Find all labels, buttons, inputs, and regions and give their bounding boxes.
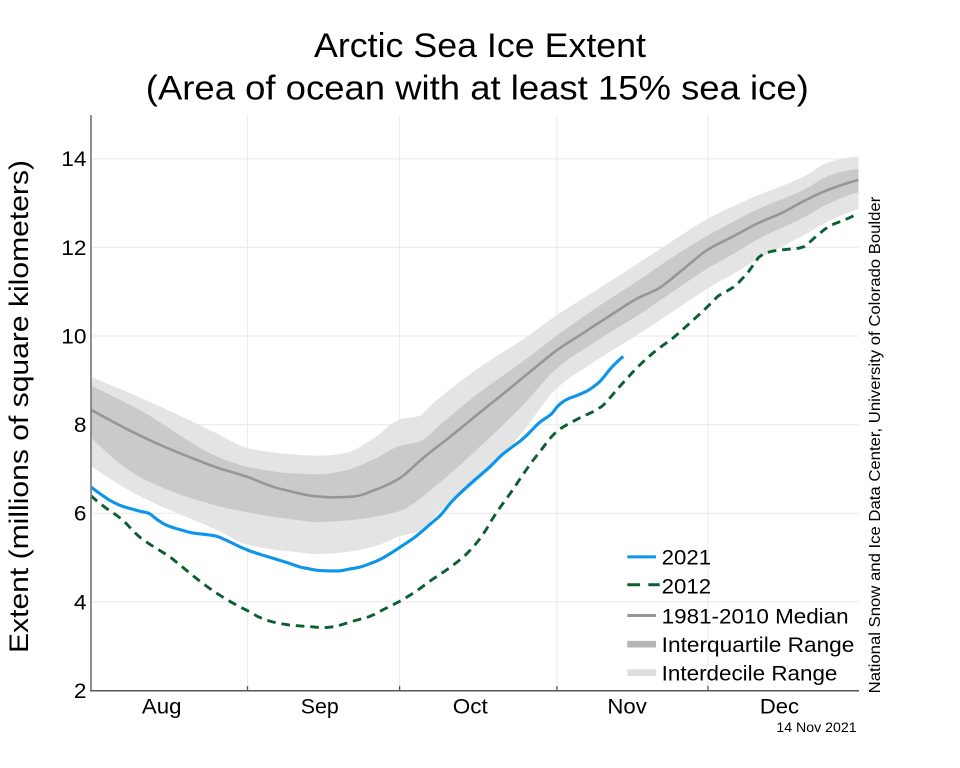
svg-text:Aug: Aug <box>142 695 182 718</box>
svg-text:Dec: Dec <box>760 695 799 718</box>
svg-text:Interdecile Range: Interdecile Range <box>662 662 838 685</box>
svg-text:(Area of ocean with at least 1: (Area of ocean with at least 15% sea ice… <box>146 69 809 107</box>
svg-text:2: 2 <box>74 680 87 703</box>
svg-text:14 Nov 2021: 14 Nov 2021 <box>776 720 856 735</box>
svg-text:1981-2010 Median: 1981-2010 Median <box>662 605 849 628</box>
svg-text:8: 8 <box>74 414 87 437</box>
svg-text:2012: 2012 <box>662 575 711 598</box>
svg-text:Oct: Oct <box>453 695 488 718</box>
svg-text:Sep: Sep <box>301 695 339 718</box>
svg-text:2021: 2021 <box>662 547 711 570</box>
svg-text:6: 6 <box>74 503 87 526</box>
svg-text:Extent (millions of square kil: Extent (millions of square kilometers) <box>4 160 34 653</box>
svg-text:Interquartile Range: Interquartile Range <box>662 634 855 657</box>
svg-text:14: 14 <box>61 148 87 171</box>
svg-text:12: 12 <box>61 237 86 260</box>
svg-text:Arctic Sea Ice Extent: Arctic Sea Ice Extent <box>314 27 647 65</box>
svg-text:4: 4 <box>74 591 87 614</box>
svg-text:Nov: Nov <box>607 695 647 718</box>
svg-text:National Snow and Ice Data Cen: National Snow and Ice Data Center, Unive… <box>867 197 884 694</box>
svg-text:10: 10 <box>61 325 86 348</box>
